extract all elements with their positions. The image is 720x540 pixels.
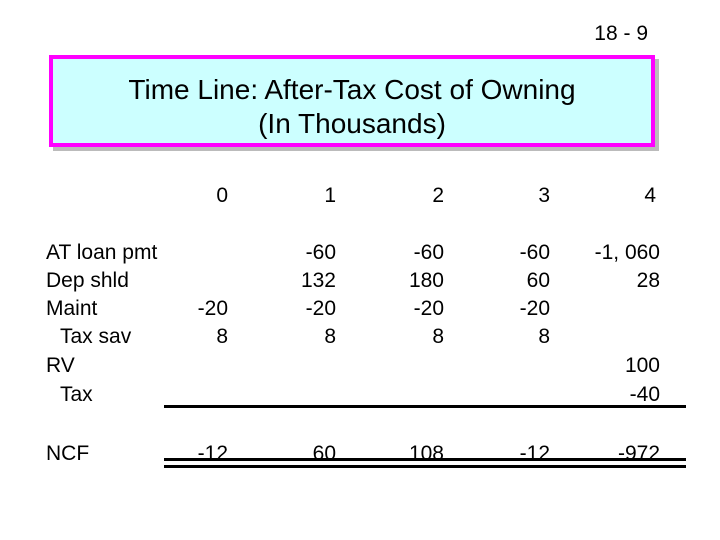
p3-at-loan-pmt: -60	[519, 241, 550, 264]
subtotal-rule	[164, 405, 686, 408]
row-label-ncf: NCF	[46, 442, 90, 465]
total-rule-lower	[164, 465, 686, 468]
p4-tax: -40	[629, 383, 660, 406]
row-label-tax-sav: Tax sav	[60, 325, 132, 348]
slide-number: 18 - 9	[594, 22, 648, 45]
p0-tax-sav: 8	[216, 325, 228, 348]
title-line-1: Time Line: After-Tax Cost of Owning	[128, 74, 576, 105]
p4-rv: 100	[624, 354, 660, 377]
row-label-rv: RV	[46, 354, 75, 377]
p1-tax-sav: 8	[324, 325, 336, 348]
row-label-dep-shld: Dep shld	[46, 269, 129, 292]
p3-ncf: -12	[519, 442, 550, 465]
p1-maint: -20	[305, 297, 336, 320]
total-rule-upper	[164, 458, 686, 461]
p2-ncf: 108	[408, 442, 444, 465]
period-header-4: 4	[644, 184, 656, 207]
p4-at-loan-pmt: -1, 060	[594, 241, 660, 264]
p1-dep-shld: 132	[300, 269, 336, 292]
p2-dep-shld: 180	[408, 269, 444, 292]
p3-tax-sav: 8	[538, 325, 550, 348]
p3-dep-shld: 60	[526, 269, 550, 292]
p2-tax-sav: 8	[432, 325, 444, 348]
period-header-0: 0	[216, 184, 228, 207]
p4-ncf: -972	[617, 442, 660, 465]
p1-at-loan-pmt: -60	[305, 241, 336, 264]
p4-dep-shld: 28	[636, 269, 660, 292]
p0-ncf: -12	[197, 442, 228, 465]
period-header-2: 2	[432, 184, 444, 207]
title-line-2: (In Thousands)	[258, 108, 446, 139]
period-header-1: 1	[324, 184, 336, 207]
row-label-maint: Maint	[46, 297, 98, 320]
p2-at-loan-pmt: -60	[413, 241, 444, 264]
row-label-at-loan-pmt: AT loan pmt	[46, 241, 158, 264]
p3-maint: -20	[519, 297, 550, 320]
period-header-3: 3	[538, 184, 550, 207]
p1-ncf: 60	[312, 442, 336, 465]
p0-maint: -20	[197, 297, 228, 320]
p2-maint: -20	[413, 297, 444, 320]
row-label-tax: Tax	[60, 383, 93, 406]
title-box: Time Line: After-Tax Cost of Owning (In …	[49, 55, 655, 147]
